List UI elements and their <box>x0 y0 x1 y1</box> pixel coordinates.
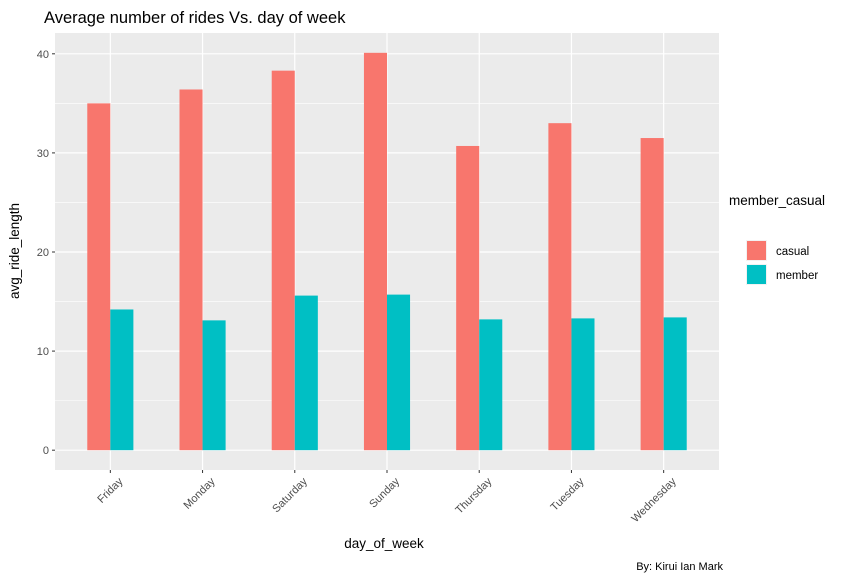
chart-title: Average number of rides Vs. day of week <box>44 9 346 27</box>
y-tick-label: 0 <box>43 445 49 457</box>
chart-caption: By: Kirui Ian Mark <box>636 561 723 573</box>
y-axis: 0 10 20 30 40 <box>37 49 55 457</box>
bar-member-sunday <box>387 294 411 451</box>
bar-member-monday <box>202 320 226 451</box>
bar-casual-friday <box>87 103 111 451</box>
legend: member_casual casual member <box>729 193 825 285</box>
bar-member-saturday <box>294 295 318 451</box>
x-axis: Friday Monday Saturday Sunday Thursday Tuesda… <box>95 470 679 525</box>
bar-member-wednesday <box>663 317 687 451</box>
legend-title: member_casual <box>729 193 825 208</box>
bar-casual-sunday <box>363 52 387 451</box>
y-tick-label: 30 <box>37 148 49 160</box>
x-tick-label: Thursday <box>453 475 494 516</box>
bar-member-thursday <box>479 319 503 451</box>
y-tick-label: 20 <box>37 247 49 259</box>
bar-casual-tuesday <box>548 123 572 451</box>
y-tick-label: 40 <box>37 49 49 61</box>
legend-label-member: member <box>776 270 818 282</box>
bar-member-tuesday <box>571 318 595 451</box>
bars <box>87 52 687 451</box>
x-tick-label: Sunday <box>367 475 402 510</box>
x-tick-label: Wednesday <box>629 475 679 525</box>
legend-label-casual: casual <box>776 246 809 258</box>
legend-swatch-member <box>747 265 766 284</box>
y-axis-title: avg_ride_length <box>7 203 22 299</box>
x-tick-label: Saturday <box>270 475 310 515</box>
bar-casual-wednesday <box>640 138 664 451</box>
bar-casual-saturday <box>271 70 295 451</box>
x-tick-label: Tuesday <box>549 475 587 513</box>
bar-member-friday <box>110 309 134 451</box>
x-tick-label: Friday <box>95 475 125 505</box>
bar-casual-thursday <box>456 145 480 451</box>
x-tick-label: Monday <box>182 475 219 512</box>
x-axis-title: day_of_week <box>344 536 424 551</box>
bar-casual-monday <box>179 89 203 451</box>
legend-swatch-casual <box>747 241 766 260</box>
y-tick-label: 10 <box>37 346 49 358</box>
